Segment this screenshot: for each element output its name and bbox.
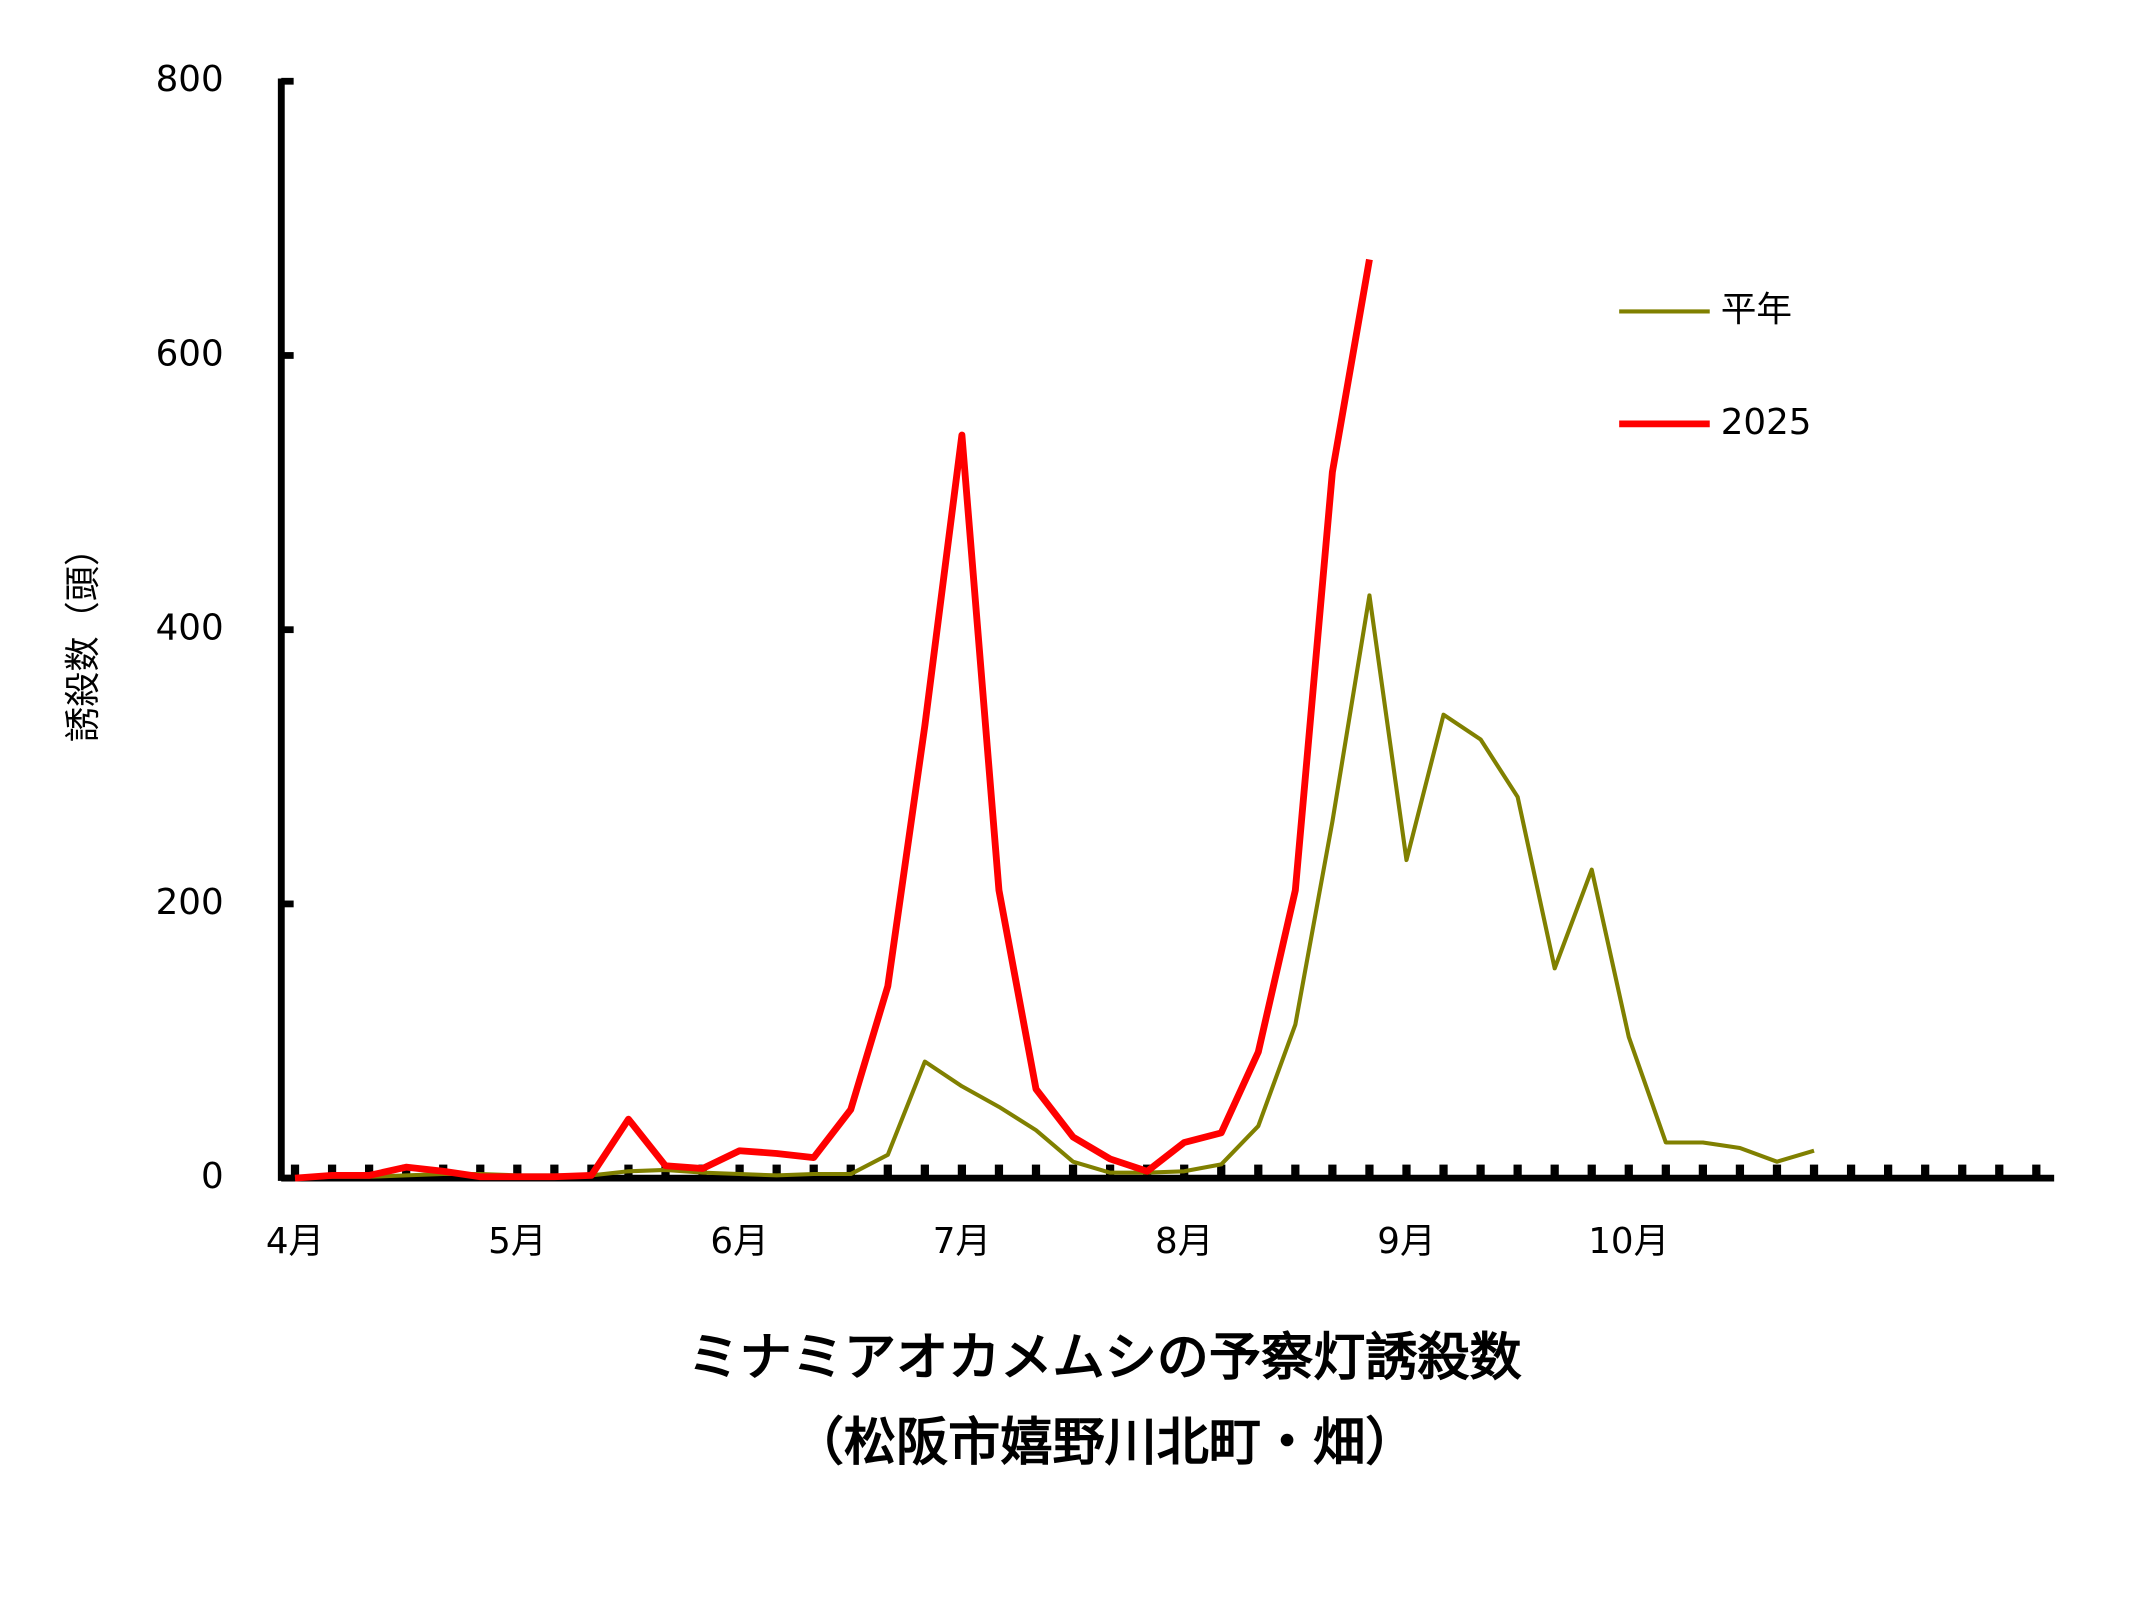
y-axis-label: 誘殺数（頭）	[63, 531, 104, 742]
x-tick-label: 10月	[1588, 1221, 1669, 1262]
x-tick	[772, 1164, 781, 1179]
x-tick	[1884, 1164, 1893, 1179]
x-tick	[809, 1164, 818, 1179]
chart-subtitle: （松阪市嬉野川北町・畑）	[792, 1413, 1418, 1473]
x-tick	[1328, 1164, 1337, 1179]
x-tick	[1217, 1164, 1226, 1179]
x-tick	[513, 1164, 522, 1179]
x-tick-label: 7月	[933, 1221, 991, 1262]
x-tick	[290, 1164, 300, 1179]
y-tick-label: 600	[156, 334, 224, 375]
y-tick-label: 200	[156, 882, 224, 923]
x-tick-label: 5月	[488, 1221, 546, 1262]
y-tick-label: 400	[156, 608, 224, 649]
x-tick	[1031, 1164, 1041, 1179]
x-tick	[1476, 1164, 1485, 1179]
x-tick	[846, 1164, 855, 1179]
x-tick	[476, 1164, 485, 1179]
x-tick	[1772, 1164, 1782, 1179]
x-tick	[1550, 1164, 1559, 1179]
x-tick	[1402, 1164, 1411, 1179]
chart-title: ミナミアオカメムシの予察灯誘殺数	[687, 1328, 1521, 1388]
x-tick	[1698, 1164, 1707, 1179]
x-tick-label: 9月	[1377, 1221, 1435, 1262]
x-tick	[327, 1164, 337, 1179]
x-tick	[1365, 1164, 1374, 1179]
x-tick	[735, 1164, 744, 1179]
x-tick	[365, 1164, 374, 1179]
x-tick-label: 6月	[710, 1221, 768, 1262]
x-tick	[550, 1164, 559, 1179]
legend-label: 平年	[1721, 290, 1792, 331]
x-tick-label: 8月	[1155, 1221, 1213, 1262]
series-line	[294, 258, 1373, 1182]
y-tick-label: 800	[156, 59, 224, 100]
x-tick	[1291, 1164, 1300, 1179]
legend-label: 2025	[1721, 402, 1812, 443]
x-tick	[1587, 1164, 1596, 1179]
x-tick	[994, 1164, 1004, 1179]
x-tick	[2032, 1164, 2041, 1179]
x-tick	[1513, 1164, 1522, 1179]
x-tick-label: 4月	[266, 1221, 324, 1262]
x-tick	[402, 1164, 411, 1179]
x-tick	[1958, 1164, 1967, 1179]
x-tick	[1995, 1164, 2004, 1179]
x-tick	[1661, 1164, 1670, 1179]
x-tick	[1809, 1164, 1819, 1179]
x-tick	[1254, 1164, 1263, 1179]
x-tick	[883, 1164, 892, 1179]
x-tick	[1068, 1164, 1078, 1179]
x-tick	[1624, 1164, 1633, 1179]
series-line	[294, 593, 1815, 1181]
x-tick	[1921, 1164, 1930, 1179]
x-tick	[1735, 1164, 1745, 1179]
y-tick-label: 0	[201, 1156, 224, 1197]
x-tick	[1846, 1164, 1856, 1179]
x-tick	[920, 1164, 929, 1179]
x-tick	[1439, 1164, 1448, 1179]
x-tick	[957, 1164, 967, 1179]
